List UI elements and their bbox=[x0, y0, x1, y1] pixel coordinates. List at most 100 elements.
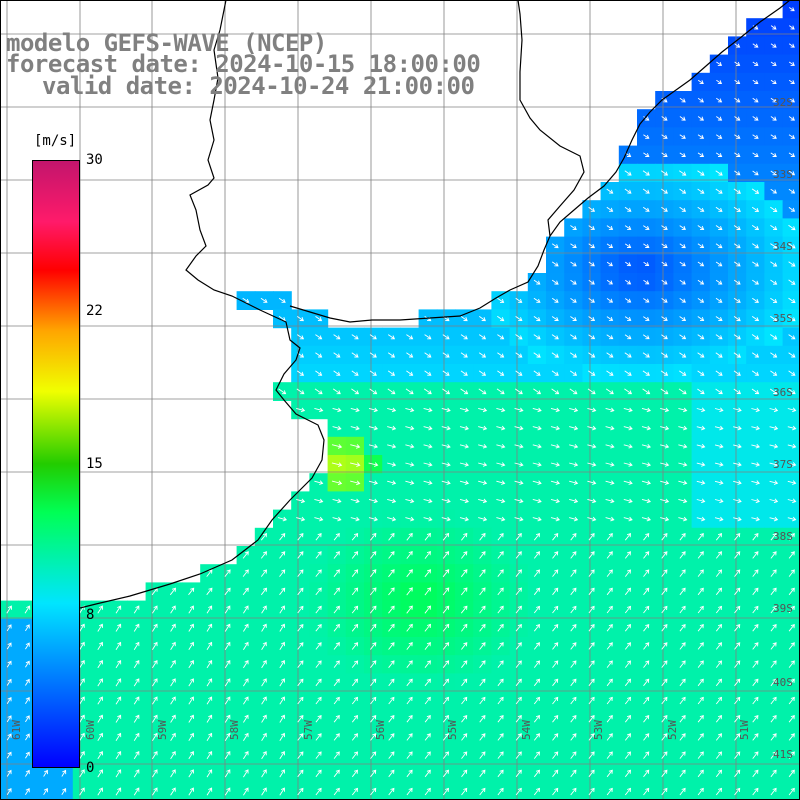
wind-arrow bbox=[624, 714, 632, 723]
wind-arrow bbox=[370, 551, 377, 559]
wind-arrow bbox=[733, 206, 741, 212]
wind-arrow bbox=[442, 623, 450, 632]
lon-label: 54W bbox=[520, 720, 533, 740]
wind-arrow bbox=[697, 243, 705, 249]
wind-arrow bbox=[369, 388, 378, 395]
wind-arrow bbox=[261, 623, 267, 632]
wind-arrow bbox=[514, 480, 524, 485]
wind-arrow bbox=[752, 733, 759, 741]
wind-arrow bbox=[406, 641, 413, 650]
wind-arrow bbox=[497, 769, 504, 778]
wind-arrow bbox=[751, 388, 760, 395]
wind-arrow bbox=[279, 551, 286, 559]
wind-cell bbox=[782, 291, 800, 310]
wind-arrow bbox=[370, 733, 377, 741]
wind-arrow bbox=[43, 788, 48, 795]
wind-arrow bbox=[442, 642, 450, 650]
wind-arrow bbox=[479, 551, 486, 559]
wind-arrow bbox=[442, 751, 450, 759]
wind-arrow bbox=[424, 660, 431, 668]
wind-arrow bbox=[442, 587, 450, 596]
wind-arrow bbox=[734, 751, 741, 759]
wind-arrow bbox=[587, 462, 597, 467]
wind-arrow bbox=[643, 714, 650, 723]
wind-arrow bbox=[351, 733, 359, 741]
wind-arrow bbox=[497, 678, 504, 687]
wind-arrow bbox=[661, 696, 668, 705]
wind-arrow bbox=[552, 660, 559, 668]
wind-arrow bbox=[333, 587, 340, 596]
wind-arrow bbox=[351, 714, 359, 723]
wind-arrow bbox=[243, 678, 249, 687]
wind-arrow bbox=[696, 462, 706, 467]
wind-arrow bbox=[370, 532, 377, 541]
wind-arrow bbox=[734, 569, 741, 577]
lon-label: 51W bbox=[738, 720, 751, 740]
wind-arrow bbox=[350, 407, 360, 413]
wind-arrow bbox=[696, 443, 706, 449]
wind-arrow bbox=[405, 425, 415, 431]
wind-arrow bbox=[97, 787, 103, 796]
wind-arrow bbox=[333, 605, 340, 614]
wind-arrow bbox=[152, 732, 158, 741]
wind-arrow bbox=[115, 787, 122, 796]
wind-arrow bbox=[569, 498, 579, 504]
wind-arrow bbox=[315, 696, 322, 705]
wind-cell bbox=[782, 0, 800, 19]
valid-date: valid date: 2024-10-24 21:00:00 bbox=[42, 72, 475, 100]
wind-arrow bbox=[624, 170, 632, 176]
wind-arrow bbox=[206, 678, 213, 687]
wind-arrow bbox=[224, 587, 231, 596]
wind-arrow bbox=[752, 714, 759, 723]
wind-arrow bbox=[643, 225, 650, 230]
lat-label: 33S bbox=[773, 168, 793, 181]
wind-arrow bbox=[279, 569, 286, 577]
wind-arrow bbox=[788, 388, 796, 395]
wind-arrow bbox=[442, 696, 450, 705]
wind-arrow bbox=[588, 569, 595, 577]
wind-arrow bbox=[661, 152, 668, 157]
wind-arrow bbox=[533, 678, 541, 687]
wind-arrow bbox=[770, 297, 778, 303]
wind-cell bbox=[782, 182, 800, 201]
wind-arrow bbox=[624, 696, 632, 705]
wind-arrow bbox=[660, 388, 669, 395]
wind-arrow bbox=[751, 334, 760, 340]
wind-arrow bbox=[424, 696, 431, 705]
wind-arrow bbox=[769, 498, 779, 504]
lon-label: 60W bbox=[84, 720, 97, 740]
wind-arrow bbox=[442, 714, 450, 723]
lat-label: 32S bbox=[773, 96, 793, 109]
wind-arrow bbox=[497, 569, 504, 577]
wind-arrow bbox=[661, 532, 668, 541]
wind-arrow bbox=[769, 516, 779, 522]
wind-arrow bbox=[624, 352, 632, 358]
wind-arrow bbox=[714, 443, 724, 449]
wind-arrow bbox=[368, 516, 378, 522]
wind-arrow bbox=[406, 370, 414, 376]
wind-arrow bbox=[751, 516, 760, 522]
wind-arrow bbox=[679, 714, 686, 723]
wind-arrow bbox=[641, 407, 651, 413]
wind-arrow bbox=[569, 444, 579, 449]
wind-arrow bbox=[661, 261, 668, 267]
wind-arrow bbox=[423, 498, 433, 504]
wind-arrow bbox=[624, 623, 632, 632]
wind-arrow bbox=[661, 316, 668, 321]
wind-arrow bbox=[570, 605, 577, 614]
wind-arrow bbox=[715, 587, 723, 596]
wind-arrow bbox=[6, 715, 12, 723]
wind-arrow bbox=[788, 188, 796, 194]
wind-arrow bbox=[387, 370, 396, 376]
wind-arrow bbox=[587, 425, 597, 431]
wind-arrow bbox=[242, 587, 249, 596]
wind-arrow bbox=[697, 714, 704, 723]
wind-arrow bbox=[787, 516, 797, 522]
wind-arrow bbox=[661, 751, 668, 759]
wind-arrow bbox=[569, 370, 578, 376]
wind-arrow bbox=[478, 352, 487, 358]
wind-arrow bbox=[661, 714, 668, 723]
wind-arrow bbox=[24, 605, 31, 614]
wind-arrow bbox=[769, 480, 779, 485]
wind-arrow bbox=[661, 279, 668, 285]
